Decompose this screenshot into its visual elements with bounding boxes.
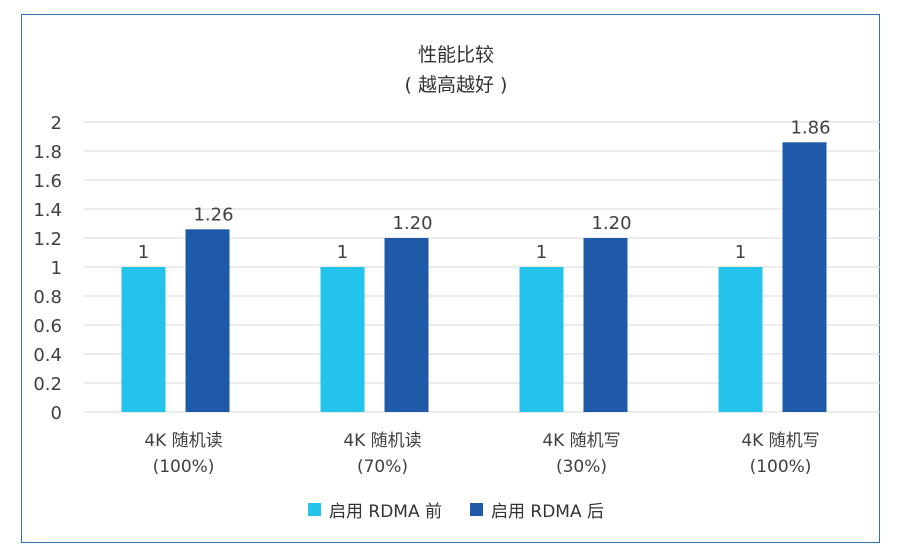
- x-tick-label: 4K 随机读: [144, 431, 222, 451]
- bar-after-0: [185, 229, 230, 412]
- legend-item-before: 启用 RDMA 前: [307, 497, 442, 522]
- x-tick-label-sub: (70%): [357, 457, 408, 477]
- bar-after-2: [583, 238, 628, 412]
- bar-before-2: [519, 267, 564, 412]
- bar-before-3: [718, 267, 763, 412]
- y-tick-label: 1.2: [33, 229, 62, 250]
- chart-title: 性能比较: [417, 44, 494, 66]
- y-tick-label: 0.8: [33, 287, 62, 308]
- y-tick-label: 0.2: [33, 374, 62, 395]
- legend-label-after: 启用 RDMA 后: [491, 502, 605, 522]
- y-tick-label: 2: [51, 113, 62, 134]
- bar-after-1: [384, 238, 429, 412]
- data-label: 1: [138, 242, 149, 263]
- y-tick-label: 1.4: [33, 200, 62, 221]
- data-label: 1: [536, 242, 547, 263]
- y-tick-label: 1.6: [33, 171, 62, 192]
- x-tick-label: 4K 随机写: [542, 431, 620, 451]
- data-label: 1.20: [392, 213, 432, 234]
- y-tick-label: 0: [51, 403, 62, 424]
- x-tick-label: 4K 随机读: [343, 431, 421, 451]
- data-label: 1: [337, 242, 348, 263]
- y-tick-label: 1: [51, 258, 62, 279]
- x-tick-label-sub: (30%): [556, 457, 607, 477]
- chart-subtitle: ( 越高越好 ): [404, 74, 508, 96]
- y-tick-label: 1.8: [33, 142, 62, 163]
- legend-swatch-after: [470, 503, 483, 516]
- data-label: 1: [735, 242, 746, 263]
- y-tick-label: 0.4: [33, 345, 62, 366]
- x-tick-label-sub: (100%): [153, 457, 215, 477]
- chart-legend: 启用 RDMA 前 启用 RDMA 后: [0, 497, 912, 522]
- x-tick-label-sub: (100%): [750, 457, 812, 477]
- x-tick-label: 4K 随机写: [741, 431, 819, 451]
- bar-before-0: [121, 267, 166, 412]
- bar-after-3: [782, 142, 827, 413]
- legend-label-before: 启用 RDMA 前: [328, 502, 442, 522]
- legend-item-after: 启用 RDMA 后: [470, 497, 604, 522]
- bar-before-1: [320, 267, 365, 412]
- legend-swatch-before: [307, 503, 321, 516]
- y-tick-label: 0.6: [33, 316, 62, 337]
- data-label: 1.20: [591, 213, 631, 234]
- data-label: 1.26: [193, 204, 233, 225]
- data-label: 1.86: [790, 117, 830, 138]
